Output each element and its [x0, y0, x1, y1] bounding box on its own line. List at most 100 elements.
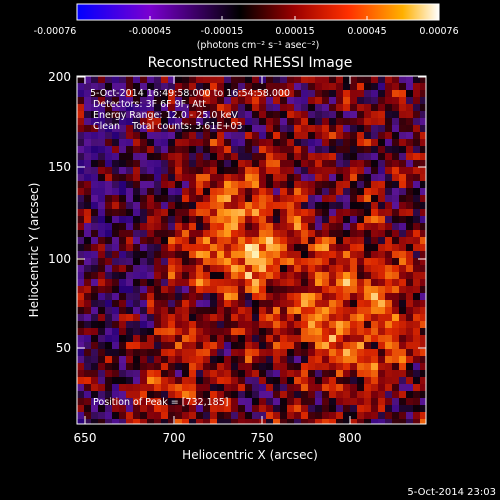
heatmap-pixel	[203, 377, 211, 385]
heatmap-pixel	[119, 237, 127, 245]
heatmap-pixel	[231, 97, 239, 105]
heatmap-pixel	[420, 174, 426, 182]
heatmap-pixel	[301, 258, 309, 266]
heatmap-pixel	[420, 328, 426, 336]
heatmap-pixel	[378, 104, 386, 112]
heatmap-pixel	[203, 293, 211, 301]
heatmap-pixel	[252, 314, 260, 322]
heatmap-pixel	[126, 398, 134, 406]
heatmap-pixel	[371, 76, 379, 84]
heatmap-pixel	[259, 83, 267, 91]
heatmap-pixel	[294, 174, 302, 182]
heatmap-pixel	[364, 132, 372, 140]
heatmap-pixel	[245, 90, 253, 98]
heatmap-pixel	[315, 412, 323, 420]
heatmap-pixel	[119, 104, 127, 112]
heatmap-pixel	[196, 412, 204, 420]
heatmap-pixel	[231, 181, 239, 189]
heatmap-pixel	[350, 356, 358, 364]
heatmap-pixel	[119, 146, 127, 154]
heatmap-pixel	[343, 419, 351, 424]
heatmap-pixel	[203, 195, 211, 203]
heatmap-pixel	[357, 83, 365, 91]
heatmap-pixel	[217, 286, 225, 294]
heatmap-pixel	[98, 258, 106, 266]
heatmap-pixel	[273, 146, 281, 154]
heatmap-pixel	[189, 244, 197, 252]
heatmap-pixel	[280, 251, 288, 259]
heatmap-pixel	[420, 384, 426, 392]
heatmap-pixel	[161, 146, 169, 154]
heatmap-pixel	[266, 209, 274, 217]
heatmap-pixel	[196, 76, 204, 84]
heatmap-pixel	[378, 223, 386, 231]
heatmap-pixel	[259, 139, 267, 147]
heatmap-pixel	[161, 209, 169, 217]
heatmap-pixel	[301, 356, 309, 364]
heatmap-pixel	[266, 244, 274, 252]
heatmap-pixel	[182, 279, 190, 287]
heatmap-pixel	[273, 90, 281, 98]
heatmap-pixel	[119, 132, 127, 140]
heatmap-pixel	[406, 181, 414, 189]
heatmap-pixel	[385, 188, 393, 196]
heatmap-pixel	[196, 370, 204, 378]
heatmap-pixel	[224, 391, 232, 399]
heatmap-pixel	[280, 398, 288, 406]
heatmap-pixel	[350, 370, 358, 378]
heatmap-pixel	[266, 384, 274, 392]
heatmap-pixel	[77, 118, 85, 126]
heatmap-pixel	[140, 321, 148, 329]
heatmap-pixel	[294, 195, 302, 203]
heatmap-pixel	[182, 307, 190, 315]
heatmap-pixel	[385, 405, 393, 413]
heatmap-pixel	[224, 125, 232, 133]
heatmap-pixel	[217, 223, 225, 231]
heatmap-pixel	[378, 405, 386, 413]
heatmap-pixel	[161, 139, 169, 147]
heatmap-pixel	[252, 272, 260, 280]
heatmap-pixel	[364, 300, 372, 308]
heatmap-pixel	[259, 216, 267, 224]
heatmap-pixel	[420, 76, 426, 84]
heatmap-pixel	[287, 167, 295, 175]
heatmap-pixel	[336, 167, 344, 175]
heatmap-pixel	[119, 384, 127, 392]
heatmap-pixel	[105, 251, 113, 259]
heatmap-pixel	[217, 405, 225, 413]
heatmap-pixel	[84, 202, 92, 210]
heatmap-pixel	[252, 132, 260, 140]
heatmap-pixel	[91, 279, 99, 287]
heatmap-pixel	[210, 146, 218, 154]
heatmap-pixel	[91, 174, 99, 182]
heatmap-pixel	[119, 195, 127, 203]
heatmap-pixel	[133, 377, 141, 385]
heatmap-pixel	[329, 300, 337, 308]
heatmap-pixel	[105, 286, 113, 294]
heatmap-pixel	[147, 146, 155, 154]
heatmap-pixel	[196, 237, 204, 245]
heatmap-pixel	[350, 195, 358, 203]
heatmap-pixel	[147, 195, 155, 203]
heatmap-pixel	[357, 251, 365, 259]
heatmap-pixel	[294, 356, 302, 364]
heatmap-pixel	[231, 335, 239, 343]
heatmap-pixel	[287, 195, 295, 203]
heatmap-pixel	[133, 223, 141, 231]
heatmap-pixel	[322, 111, 330, 119]
heatmap-pixel	[378, 90, 386, 98]
heatmap-pixel	[161, 286, 169, 294]
heatmap-pixel	[126, 174, 134, 182]
heatmap-pixel	[371, 286, 379, 294]
heatmap-pixel	[322, 300, 330, 308]
heatmap-pixel	[126, 90, 134, 98]
heatmap-pixel	[161, 321, 169, 329]
heatmap-pixel	[182, 391, 190, 399]
heatmap-pixel	[98, 104, 106, 112]
heatmap-pixel	[77, 90, 85, 98]
heatmap-pixel	[308, 188, 316, 196]
heatmap-pixel	[336, 405, 344, 413]
heatmap-pixel	[287, 370, 295, 378]
heatmap-pixel	[357, 335, 365, 343]
y-axis-ticks	[77, 76, 426, 349]
